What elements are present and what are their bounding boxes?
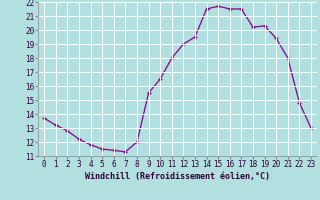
X-axis label: Windchill (Refroidissement éolien,°C): Windchill (Refroidissement éolien,°C)	[85, 172, 270, 181]
